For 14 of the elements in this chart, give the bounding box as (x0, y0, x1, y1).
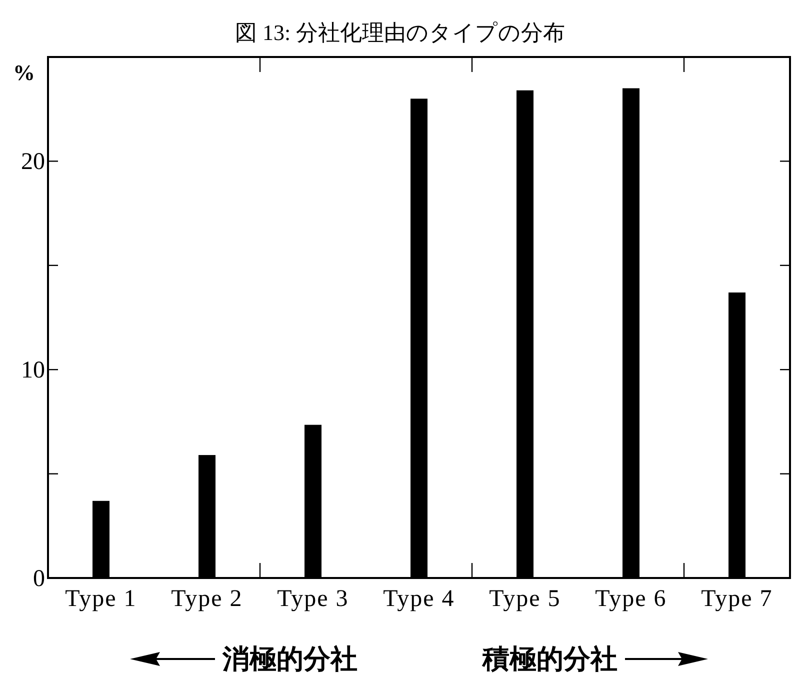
x-tick-label: Type 4 (383, 586, 455, 612)
x-tick-label: Type 1 (65, 586, 137, 612)
y-axis-title: % (13, 60, 35, 85)
chart-title: 図 13: 分社化理由のタイプの分布 (234, 20, 566, 45)
y-tick-label: 10 (21, 358, 45, 384)
y-tick-label: 0 (33, 566, 45, 592)
x-tick-label: Type 7 (701, 586, 773, 612)
x-tick-label: Type 2 (171, 586, 243, 612)
text: 積極的分社 (482, 644, 618, 674)
x-tick-label: Type 6 (595, 586, 667, 612)
y-tick-label: 20 (21, 149, 45, 176)
text: 消極的分社 (222, 644, 358, 674)
x-tick-label: Type 5 (489, 586, 561, 612)
x-tick-label: Type 3 (277, 586, 349, 612)
